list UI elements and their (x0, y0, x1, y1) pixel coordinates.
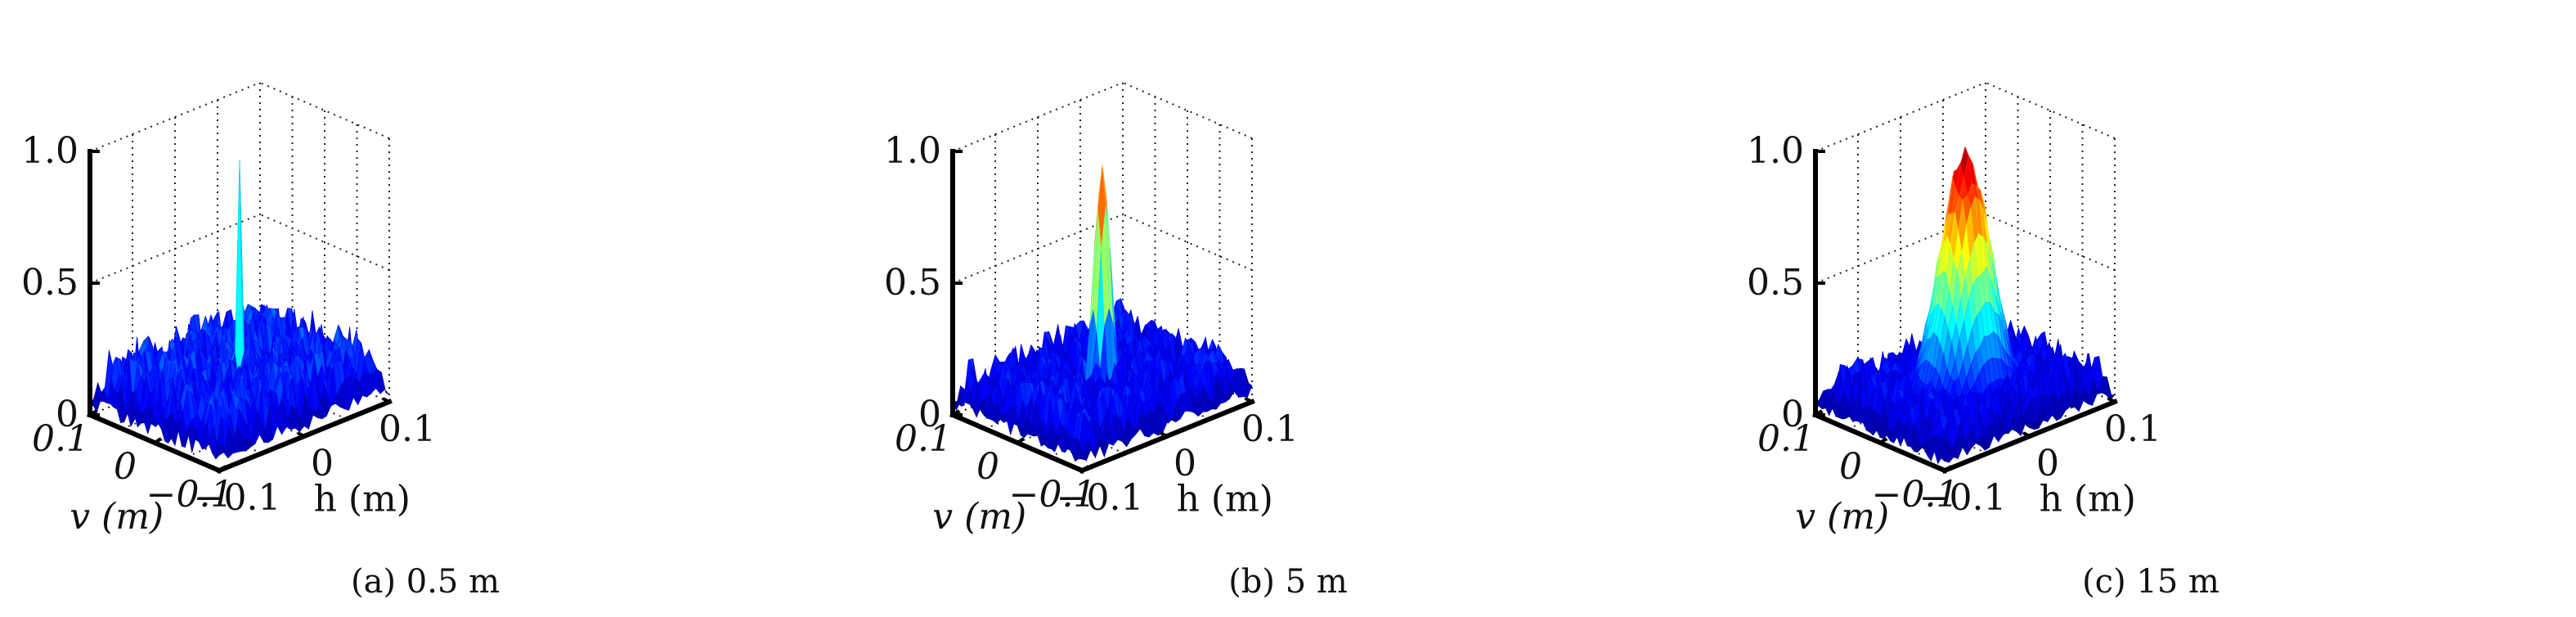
h-tick (1245, 397, 1253, 403)
v-tick-label: 0.1 (895, 418, 952, 460)
h-axis-label: h (m) (2040, 479, 2136, 520)
z-tick-label: 0 (56, 394, 79, 435)
h-tick-label: 0.1 (2104, 408, 2161, 450)
h-axis-label: h (m) (314, 479, 411, 520)
v-tick-label: 0 (976, 446, 999, 488)
h-tick-label: 0.1 (379, 408, 436, 450)
v-tick (1943, 465, 1953, 472)
z-tick-label: 1.0 (21, 130, 79, 172)
v-tick (1080, 465, 1090, 472)
v-axis-label: v (m) (1795, 496, 1889, 538)
h-tick-label: −0.1 (1057, 477, 1144, 519)
caption-b: (b) 5 m (1228, 563, 1348, 601)
z-tick-label: 0 (1781, 394, 1804, 435)
caption-c: (c) 15 m (2082, 563, 2219, 601)
h-tick-label: 0 (311, 443, 334, 484)
z-tick-label: 0.5 (21, 262, 79, 304)
surface-patch (381, 372, 390, 395)
panel-b: 0 0.5 1.0 −0.1 0 0.1 0.1 0 −0.1 h (m) v (m) (b) 5 … (879, 0, 1697, 617)
h-tick-label: 0 (2036, 443, 2059, 484)
h-tick (2107, 397, 2116, 403)
v-tick-label: 0.1 (32, 418, 89, 460)
h-tick-label: −0.1 (1919, 477, 2007, 519)
h-tick (1937, 466, 1945, 472)
h-tick-label: −0.1 (194, 477, 281, 519)
tick-labels: 00.51.0−0.100.10.10−0.1 (1747, 130, 2161, 519)
surface-plot-c: 00.51.0−0.100.10.10−0.1 h (m)v (m) (1747, 82, 2161, 538)
v-tick-label: 0.1 (1757, 418, 1815, 460)
v-tick (88, 409, 98, 417)
surface-patch (1244, 368, 1253, 398)
h-tick (1160, 431, 1168, 438)
tick-labels: 00.51.0−0.100.10.10−0.1 (21, 130, 436, 519)
z-tick-label: 0 (918, 394, 941, 435)
v-axis-label: v (m) (70, 496, 164, 538)
v-tick-label: 0 (114, 446, 137, 488)
v-tick (1878, 437, 1888, 444)
caption-a: (a) 0.5 m (350, 563, 500, 601)
v-tick-label: −0.1 (1009, 474, 1097, 516)
z-tick-label: 0.5 (1747, 262, 1804, 304)
h-tick-label: 0 (1174, 443, 1196, 484)
surface (89, 160, 390, 460)
h-axis-label: h (m) (1177, 479, 1273, 520)
v-tick (218, 465, 227, 472)
surface-plot-a: 00.51.0−0.100.10.10−0.1 h (m)v (m) (21, 82, 436, 538)
h-tick (382, 397, 390, 403)
surface-plot-b: 00.51.0−0.100.10.10−0.1 h (m)v (m) (884, 82, 1299, 538)
surface-patch (2107, 376, 2116, 401)
panel-c: 0 0.5 1.0 −0.1 0 0.1 0.1 0 −0.1 h (m) v (m) (c) 15… (1742, 0, 2560, 617)
h-tick (2022, 431, 2031, 438)
v-tick-label: 0 (1839, 446, 1862, 488)
h-tick (1075, 466, 1083, 472)
surface (1815, 146, 2116, 464)
v-tick (1016, 437, 1025, 444)
h-tick (297, 431, 305, 438)
z-tick-label: 1.0 (1747, 130, 1804, 172)
surface (952, 164, 1253, 462)
v-tick (1814, 409, 1824, 417)
v-tick (951, 409, 961, 417)
z-tick-label: 0.5 (884, 262, 941, 304)
h-tick-label: 0.1 (1241, 408, 1299, 450)
v-tick-label: −0.1 (146, 474, 234, 516)
v-tick (153, 437, 163, 444)
tick-labels: 00.51.0−0.100.10.10−0.1 (884, 130, 1299, 519)
panel-a: 0 0.5 1.0 −0.1 0 0.1 0.1 0 −0.1 h (m) v (m) (a) 0.… (16, 0, 834, 617)
v-tick-label: −0.1 (1872, 474, 1959, 516)
v-axis-label: v (m) (932, 496, 1026, 538)
z-tick-label: 1.0 (884, 130, 941, 172)
h-tick (212, 466, 220, 472)
